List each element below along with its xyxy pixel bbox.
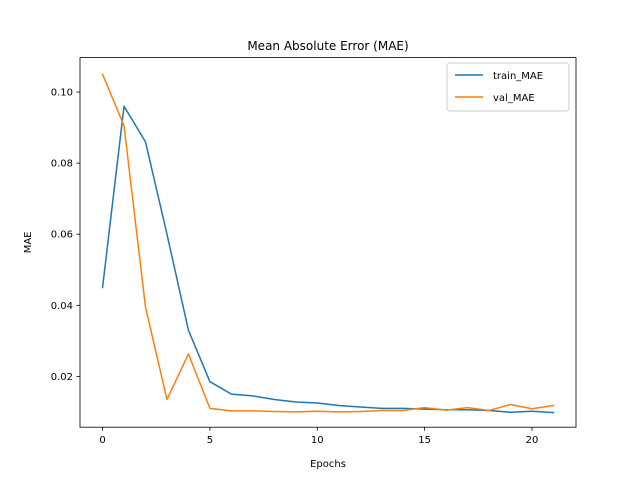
y-tick-label: 0.02 [51, 372, 73, 383]
x-tick-label: 10 [311, 435, 324, 446]
plot-frame [79, 57, 577, 428]
plot-background [80, 57, 576, 428]
x-tick-label: 20 [526, 435, 539, 446]
y-tick-label: 0.10 [51, 88, 73, 99]
x-tick-label: 15 [418, 435, 431, 446]
x-tick-label: 0 [99, 435, 105, 446]
x-ticks: 0 5 10 15 20 [99, 427, 538, 446]
series-line-train-mae [101, 105, 555, 414]
series-layer [101, 73, 555, 414]
y-tick-label: 0.06 [51, 230, 73, 241]
legend: train_MAE val_MAE [446, 62, 570, 112]
legend-label-train-mae: train_MAE [493, 71, 543, 82]
y-ticks: 0.02 0.04 0.06 0.08 0.10 [51, 88, 80, 383]
x-tick-label: 5 [207, 435, 213, 446]
y-tick-label: 0.08 [51, 159, 73, 170]
chart-title: Mean Absolute Error (MAE) [247, 39, 408, 53]
y-axis-label: MAE [23, 232, 34, 254]
y-tick-label: 0.04 [51, 301, 73, 312]
series-line-val-mae [101, 73, 555, 413]
x-axis-label: Epochs [310, 459, 346, 470]
legend-label-val-mae: val_MAE [493, 93, 535, 104]
